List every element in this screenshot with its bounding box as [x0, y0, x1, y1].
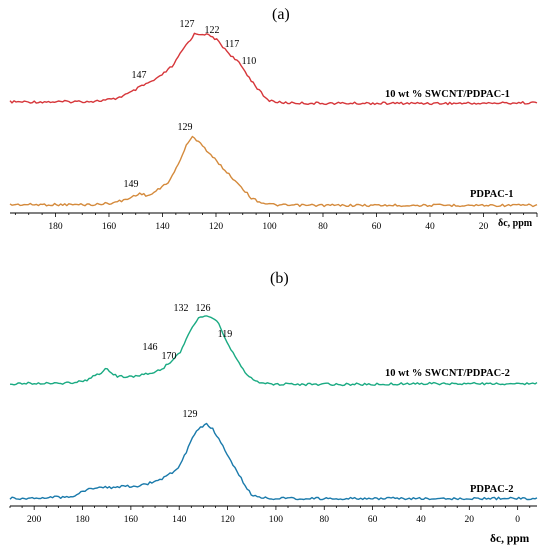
x-tick-label: 160: [102, 222, 117, 232]
spectrum-line-2-1: [9, 315, 538, 387]
peak-label: 146: [143, 342, 158, 353]
peak-label: 126: [196, 303, 211, 314]
x-tick-label: 20: [479, 222, 489, 232]
peak-label: 117: [225, 39, 240, 50]
x-tick-label: 20: [465, 515, 475, 525]
x-axis-title: δc, ppm: [498, 218, 533, 229]
series-label: PDPAC-1: [470, 189, 514, 200]
x-tick-label: 40: [416, 515, 426, 525]
series-label: PDPAC-2: [470, 484, 514, 495]
x-tick-label: 60: [372, 222, 382, 232]
x-tick-label: 80: [320, 515, 330, 525]
peak-label: 149: [124, 179, 139, 190]
x-tick-label: 80: [318, 222, 328, 232]
peak-label: 129: [178, 122, 193, 133]
x-tick-label: 60: [368, 515, 378, 525]
panel-label: (a): [272, 6, 290, 23]
x-tick-label: 180: [75, 515, 90, 525]
peak-label: 127: [180, 19, 195, 30]
peak-label: 122: [205, 25, 220, 36]
series-label: 10 wt % SWCNT/PDPAC-1: [385, 89, 510, 100]
spectrum-line-1-1: [9, 32, 538, 106]
x-tick-label: 180: [48, 222, 63, 232]
peak-label: 110: [242, 56, 257, 67]
spectrum-line-1-2: [9, 135, 538, 208]
peak-label: 129: [183, 409, 198, 420]
peak-label: 132: [174, 303, 189, 314]
x-tick-label: 40: [425, 222, 435, 232]
peak-label: 119: [218, 329, 233, 340]
x-axis-title: δc, ppm: [490, 533, 530, 545]
x-tick-label: 200: [27, 515, 42, 525]
series-label: 10 wt % SWCNT/PDPAC-2: [385, 368, 510, 379]
peak-label: 147: [132, 70, 147, 81]
x-tick-label: 0: [515, 515, 520, 525]
x-tick-label: 100: [262, 222, 277, 232]
x-tick-label: 140: [155, 222, 170, 232]
x-tick-label: 120: [220, 515, 235, 525]
x-tick-label: 100: [269, 515, 284, 525]
x-tick-label: 120: [209, 222, 224, 232]
peak-label: 170: [162, 351, 177, 362]
x-tick-label: 160: [124, 515, 139, 525]
spectrum-line-2-2: [9, 422, 538, 501]
x-tick-label: 140: [172, 515, 187, 525]
panel-label: (b): [270, 270, 289, 287]
